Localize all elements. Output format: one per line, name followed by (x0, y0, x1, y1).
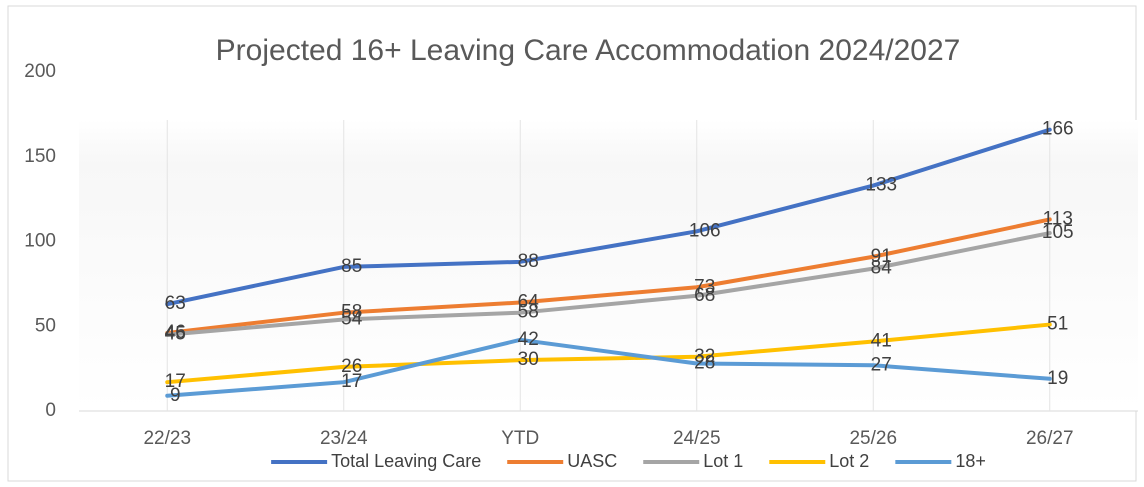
data-label: 91 (871, 246, 892, 267)
data-label: 30 (518, 349, 539, 370)
data-label: 54 (341, 308, 363, 329)
y-tick-label: 0 (45, 400, 56, 421)
data-label: 68 (694, 285, 715, 306)
data-label: 166 (1042, 119, 1074, 140)
data-label: 42 (518, 329, 539, 350)
y-tick-label: 50 (35, 315, 56, 336)
x-tick-label: 25/26 (849, 428, 897, 449)
data-label: 64 (518, 292, 540, 313)
x-tick-label: YTD (501, 428, 539, 449)
legend-label: UASC (567, 451, 617, 471)
plot-background (79, 120, 1138, 411)
x-tick-label: 26/27 (1026, 428, 1074, 449)
data-label: 58 (341, 302, 362, 323)
data-label: 27 (871, 354, 892, 375)
data-label: 26 (341, 356, 362, 377)
data-label: 9 (170, 385, 181, 406)
legend-label: 18+ (955, 451, 986, 471)
series-line (165, 322, 1052, 385)
data-label: 17 (341, 371, 362, 392)
data-label: 45 (165, 324, 186, 345)
data-label: 58 (518, 302, 539, 323)
data-label: 19 (1047, 368, 1068, 389)
data-label: 28 (694, 353, 715, 374)
series-line (165, 127, 1052, 307)
data-label: 88 (518, 251, 539, 272)
y-tick-label: 100 (24, 231, 56, 252)
x-tick-label: 23/24 (320, 428, 368, 449)
data-label: 32 (694, 346, 715, 367)
series-line (165, 217, 1052, 336)
data-label: 133 (865, 175, 897, 196)
data-label: 106 (689, 220, 721, 241)
series-line (165, 231, 1052, 337)
y-tick-label: 150 (24, 146, 56, 167)
data-label: 84 (871, 258, 893, 279)
x-tick-label: 24/25 (673, 428, 721, 449)
data-label: 85 (341, 256, 362, 277)
series-line (165, 337, 1052, 398)
legend-label: Lot 1 (703, 451, 743, 471)
data-label: 46 (165, 322, 186, 343)
data-label: 113 (1043, 208, 1073, 229)
x-tick-label: 22/23 (143, 428, 191, 449)
data-label: 41 (871, 331, 892, 352)
legend-label: Total Leaving Care (331, 451, 481, 471)
data-label: 105 (1042, 222, 1074, 243)
data-label: 73 (694, 276, 715, 297)
data-label: 51 (1047, 314, 1068, 335)
data-label: 63 (165, 293, 186, 314)
data-label: 17 (165, 371, 186, 392)
chart-title: Projected 16+ Leaving Care Accommodation… (216, 34, 961, 67)
y-tick-label: 200 (24, 61, 56, 82)
legend-label: Lot 2 (829, 451, 869, 471)
